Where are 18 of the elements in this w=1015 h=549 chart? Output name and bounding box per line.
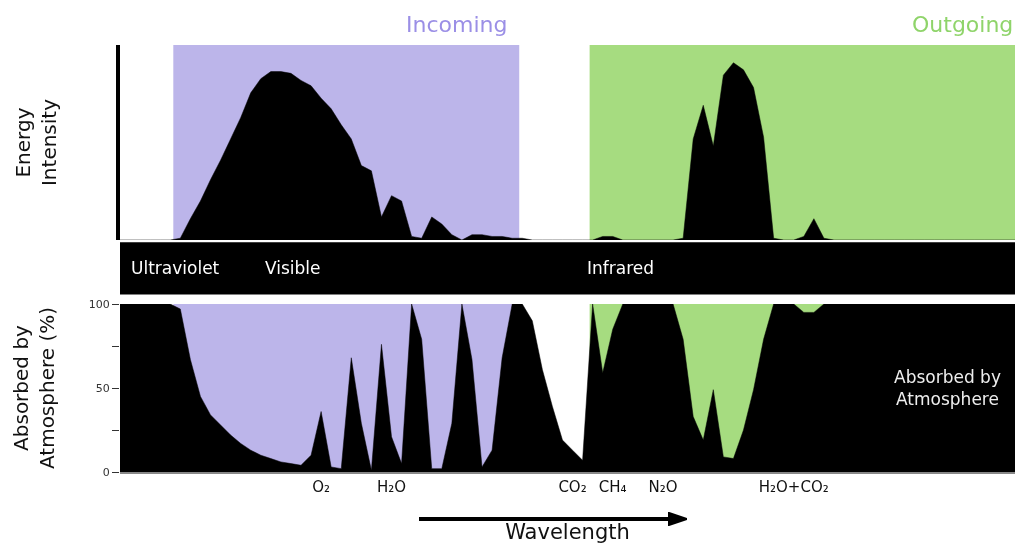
text: Infrared bbox=[587, 258, 655, 278]
x-tick-label: N₂O bbox=[648, 477, 678, 496]
x-tick-label: CO₂ bbox=[558, 477, 587, 496]
y-axis-title: Absorbed by Atmosphere (%) bbox=[9, 306, 60, 470]
x-tick-label: H₂O bbox=[376, 477, 407, 496]
x-tick-label: O₂ bbox=[312, 477, 331, 496]
text: Ultraviolet bbox=[131, 258, 220, 278]
y-axis-title: Energy Intensity bbox=[11, 98, 61, 187]
x-axis-title: Wavelength bbox=[505, 520, 630, 545]
x-tick-label: H₂O+CO₂ bbox=[758, 477, 829, 496]
y-tick-label: 50 bbox=[95, 381, 110, 395]
text: Outgoing bbox=[912, 12, 1014, 37]
annotation: Absorbed by Atmosphere bbox=[894, 367, 1001, 410]
text: Visible bbox=[265, 258, 321, 278]
y-tick-label: 100 bbox=[88, 297, 110, 311]
x-tick-label: CH₄ bbox=[598, 477, 627, 496]
y-tick-label: 0 bbox=[102, 465, 110, 479]
text: Incoming bbox=[406, 12, 508, 37]
